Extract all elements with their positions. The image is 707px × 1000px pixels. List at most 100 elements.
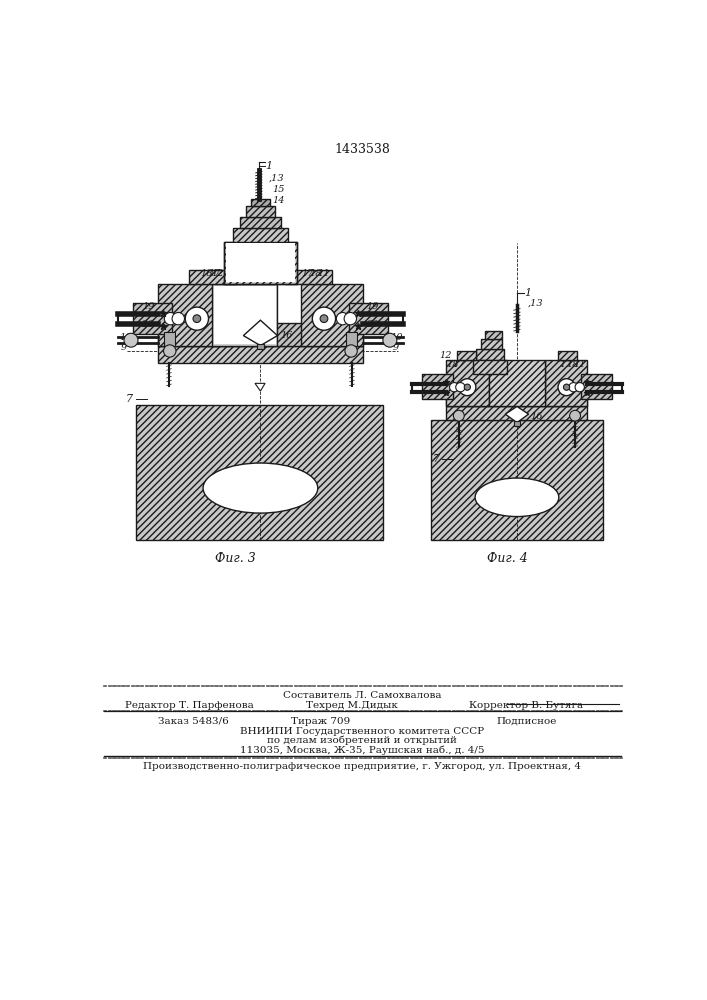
Circle shape bbox=[563, 384, 570, 390]
Circle shape bbox=[163, 345, 176, 357]
Bar bbox=[421, 374, 452, 399]
Bar bbox=[212, 284, 277, 346]
Text: ,13: ,13 bbox=[528, 299, 544, 308]
Text: 9: 9 bbox=[121, 343, 127, 352]
Bar bbox=[581, 374, 612, 399]
Text: 11: 11 bbox=[317, 269, 330, 278]
Text: 113035, Москва, Ж-35, Раушская наб., д. 4/5: 113035, Москва, Ж-35, Раушская наб., д. … bbox=[240, 745, 484, 755]
Text: 19: 19 bbox=[366, 302, 378, 311]
Bar bbox=[545, 360, 588, 406]
Bar bbox=[285, 270, 332, 284]
Text: Тираж 709: Тираж 709 bbox=[291, 717, 351, 726]
Text: 19: 19 bbox=[143, 302, 155, 311]
Text: 17: 17 bbox=[559, 360, 572, 369]
Text: 12: 12 bbox=[211, 269, 223, 278]
Text: 16: 16 bbox=[281, 331, 293, 340]
Text: ВНИИПИ Государственного комитета СССР: ВНИИПИ Государственного комитета СССР bbox=[240, 727, 484, 736]
Circle shape bbox=[569, 383, 578, 392]
Bar bbox=[164, 332, 175, 346]
Text: по делам изобретений и открытий: по делам изобретений и открытий bbox=[267, 736, 457, 745]
Circle shape bbox=[345, 345, 357, 357]
Ellipse shape bbox=[475, 478, 559, 517]
Text: 20: 20 bbox=[366, 320, 378, 329]
Bar bbox=[251, 199, 270, 206]
Bar bbox=[457, 351, 476, 360]
Circle shape bbox=[337, 312, 349, 325]
Bar bbox=[224, 242, 297, 284]
Bar bbox=[446, 389, 588, 406]
Text: ,13: ,13 bbox=[269, 173, 285, 182]
Bar bbox=[246, 206, 275, 217]
Text: 11: 11 bbox=[573, 360, 586, 369]
Text: 18: 18 bbox=[309, 269, 322, 278]
Circle shape bbox=[164, 312, 177, 325]
Circle shape bbox=[456, 383, 465, 392]
Text: 7: 7 bbox=[126, 394, 133, 404]
Bar bbox=[346, 332, 356, 346]
Bar bbox=[349, 303, 387, 334]
Bar bbox=[473, 360, 507, 374]
Text: 1: 1 bbox=[265, 161, 272, 171]
Text: Техред М.Дидык: Техред М.Дидык bbox=[306, 701, 398, 710]
Text: 1: 1 bbox=[524, 288, 531, 298]
Bar bbox=[158, 323, 363, 346]
Circle shape bbox=[575, 383, 585, 392]
Bar bbox=[224, 242, 297, 284]
Text: 1433538: 1433538 bbox=[334, 143, 390, 156]
Text: Составитель Л. Самохвалова: Составитель Л. Самохвалова bbox=[283, 691, 441, 700]
Bar bbox=[136, 405, 383, 540]
Circle shape bbox=[320, 315, 328, 323]
Text: 7: 7 bbox=[433, 454, 440, 464]
Circle shape bbox=[124, 333, 138, 347]
Text: 14: 14 bbox=[272, 196, 284, 205]
Circle shape bbox=[193, 315, 201, 323]
Text: 17: 17 bbox=[452, 360, 465, 369]
Text: 9: 9 bbox=[393, 343, 399, 352]
Bar bbox=[558, 351, 578, 360]
Bar bbox=[476, 349, 504, 360]
Bar bbox=[257, 344, 264, 349]
Circle shape bbox=[185, 307, 209, 330]
Text: Редактор Т. Парфенова: Редактор Т. Парфенова bbox=[124, 701, 254, 710]
Polygon shape bbox=[243, 320, 277, 346]
Bar bbox=[431, 420, 603, 540]
Bar bbox=[446, 360, 489, 406]
Bar bbox=[158, 346, 363, 363]
Bar bbox=[233, 228, 288, 242]
Circle shape bbox=[558, 379, 575, 396]
Circle shape bbox=[459, 379, 476, 396]
Text: 15: 15 bbox=[272, 185, 284, 194]
Circle shape bbox=[172, 312, 185, 325]
Bar bbox=[214, 286, 276, 344]
Text: 10: 10 bbox=[391, 333, 403, 342]
Text: 16: 16 bbox=[530, 412, 543, 421]
Circle shape bbox=[450, 383, 459, 392]
Text: 18: 18 bbox=[201, 269, 214, 278]
Bar bbox=[514, 421, 520, 426]
Text: Корректор В. Бутяга: Корректор В. Бутяга bbox=[469, 701, 583, 710]
Text: 18: 18 bbox=[446, 360, 459, 369]
Bar bbox=[158, 284, 220, 346]
Bar bbox=[485, 331, 502, 339]
Polygon shape bbox=[255, 383, 265, 391]
Bar bbox=[240, 217, 281, 228]
Polygon shape bbox=[506, 406, 529, 423]
Text: 18: 18 bbox=[566, 360, 579, 369]
Circle shape bbox=[570, 410, 580, 421]
Text: Производственно-полиграфическое предприятие, г. Ужгород, ул. Проектная, 4: Производственно-полиграфическое предприя… bbox=[143, 762, 581, 771]
Circle shape bbox=[344, 312, 356, 325]
Circle shape bbox=[464, 384, 470, 390]
Text: Заказ 5483/6: Заказ 5483/6 bbox=[158, 717, 229, 726]
Bar bbox=[481, 339, 502, 349]
Text: 17: 17 bbox=[209, 269, 221, 278]
Text: 20: 20 bbox=[141, 320, 153, 329]
Text: Подписное: Подписное bbox=[496, 717, 556, 726]
Bar bbox=[226, 243, 296, 282]
Text: Фиг. 3: Фиг. 3 bbox=[215, 552, 256, 565]
Text: Фиг. 4: Фиг. 4 bbox=[486, 552, 527, 565]
Bar bbox=[134, 303, 172, 334]
Text: 12: 12 bbox=[440, 351, 452, 360]
Bar bbox=[489, 360, 545, 406]
Ellipse shape bbox=[203, 463, 317, 513]
Circle shape bbox=[383, 333, 397, 347]
